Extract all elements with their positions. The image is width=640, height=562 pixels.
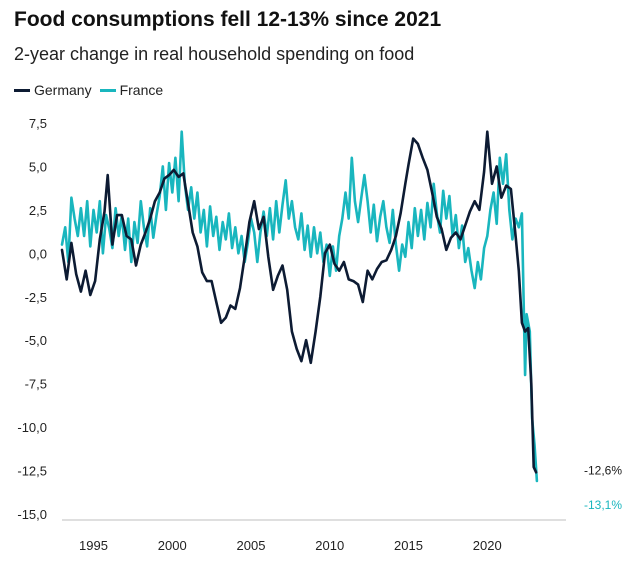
end-label-france: -13,1% <box>584 498 622 512</box>
chart-legend: Germany France <box>14 82 171 98</box>
y-tick-label: -5,0 <box>25 333 47 348</box>
x-tick-label: 2015 <box>394 538 423 553</box>
y-tick-label: 7,5 <box>29 116 47 131</box>
y-tick-label: -12,5 <box>17 464 47 479</box>
y-tick-label: -2,5 <box>25 290 47 305</box>
legend-swatch-france <box>99 88 116 92</box>
legend-swatch-germany <box>14 88 30 92</box>
x-tick-label: 2005 <box>237 538 266 553</box>
y-tick-label: 2,5 <box>29 203 47 218</box>
x-tick-label: 2010 <box>315 538 344 553</box>
end-label-germany: -12,6% <box>584 463 622 477</box>
series-line-germany <box>60 130 538 474</box>
x-tick-label: 1995 <box>79 538 108 553</box>
y-tick-label: 5,0 <box>29 159 47 174</box>
y-tick-label: -15,0 <box>17 507 47 522</box>
chart-title: Food consumptions fell 12-13% since 2021 <box>14 8 442 31</box>
y-tick-label: -7,5 <box>25 377 47 392</box>
x-tick-label: 2020 <box>473 538 502 553</box>
chart-subtitle: 2-year change in real household spending… <box>14 44 415 64</box>
y-tick-label: -10,0 <box>17 420 47 435</box>
legend-item-france: France <box>99 82 164 98</box>
legend-label-germany: Germany <box>34 82 92 98</box>
x-tick-label: 2000 <box>158 538 187 553</box>
series-line-france <box>60 130 539 483</box>
legend-label-france: France <box>119 82 164 98</box>
y-tick-label: 0,0 <box>29 246 47 261</box>
legend-item-germany: Germany <box>14 82 92 98</box>
